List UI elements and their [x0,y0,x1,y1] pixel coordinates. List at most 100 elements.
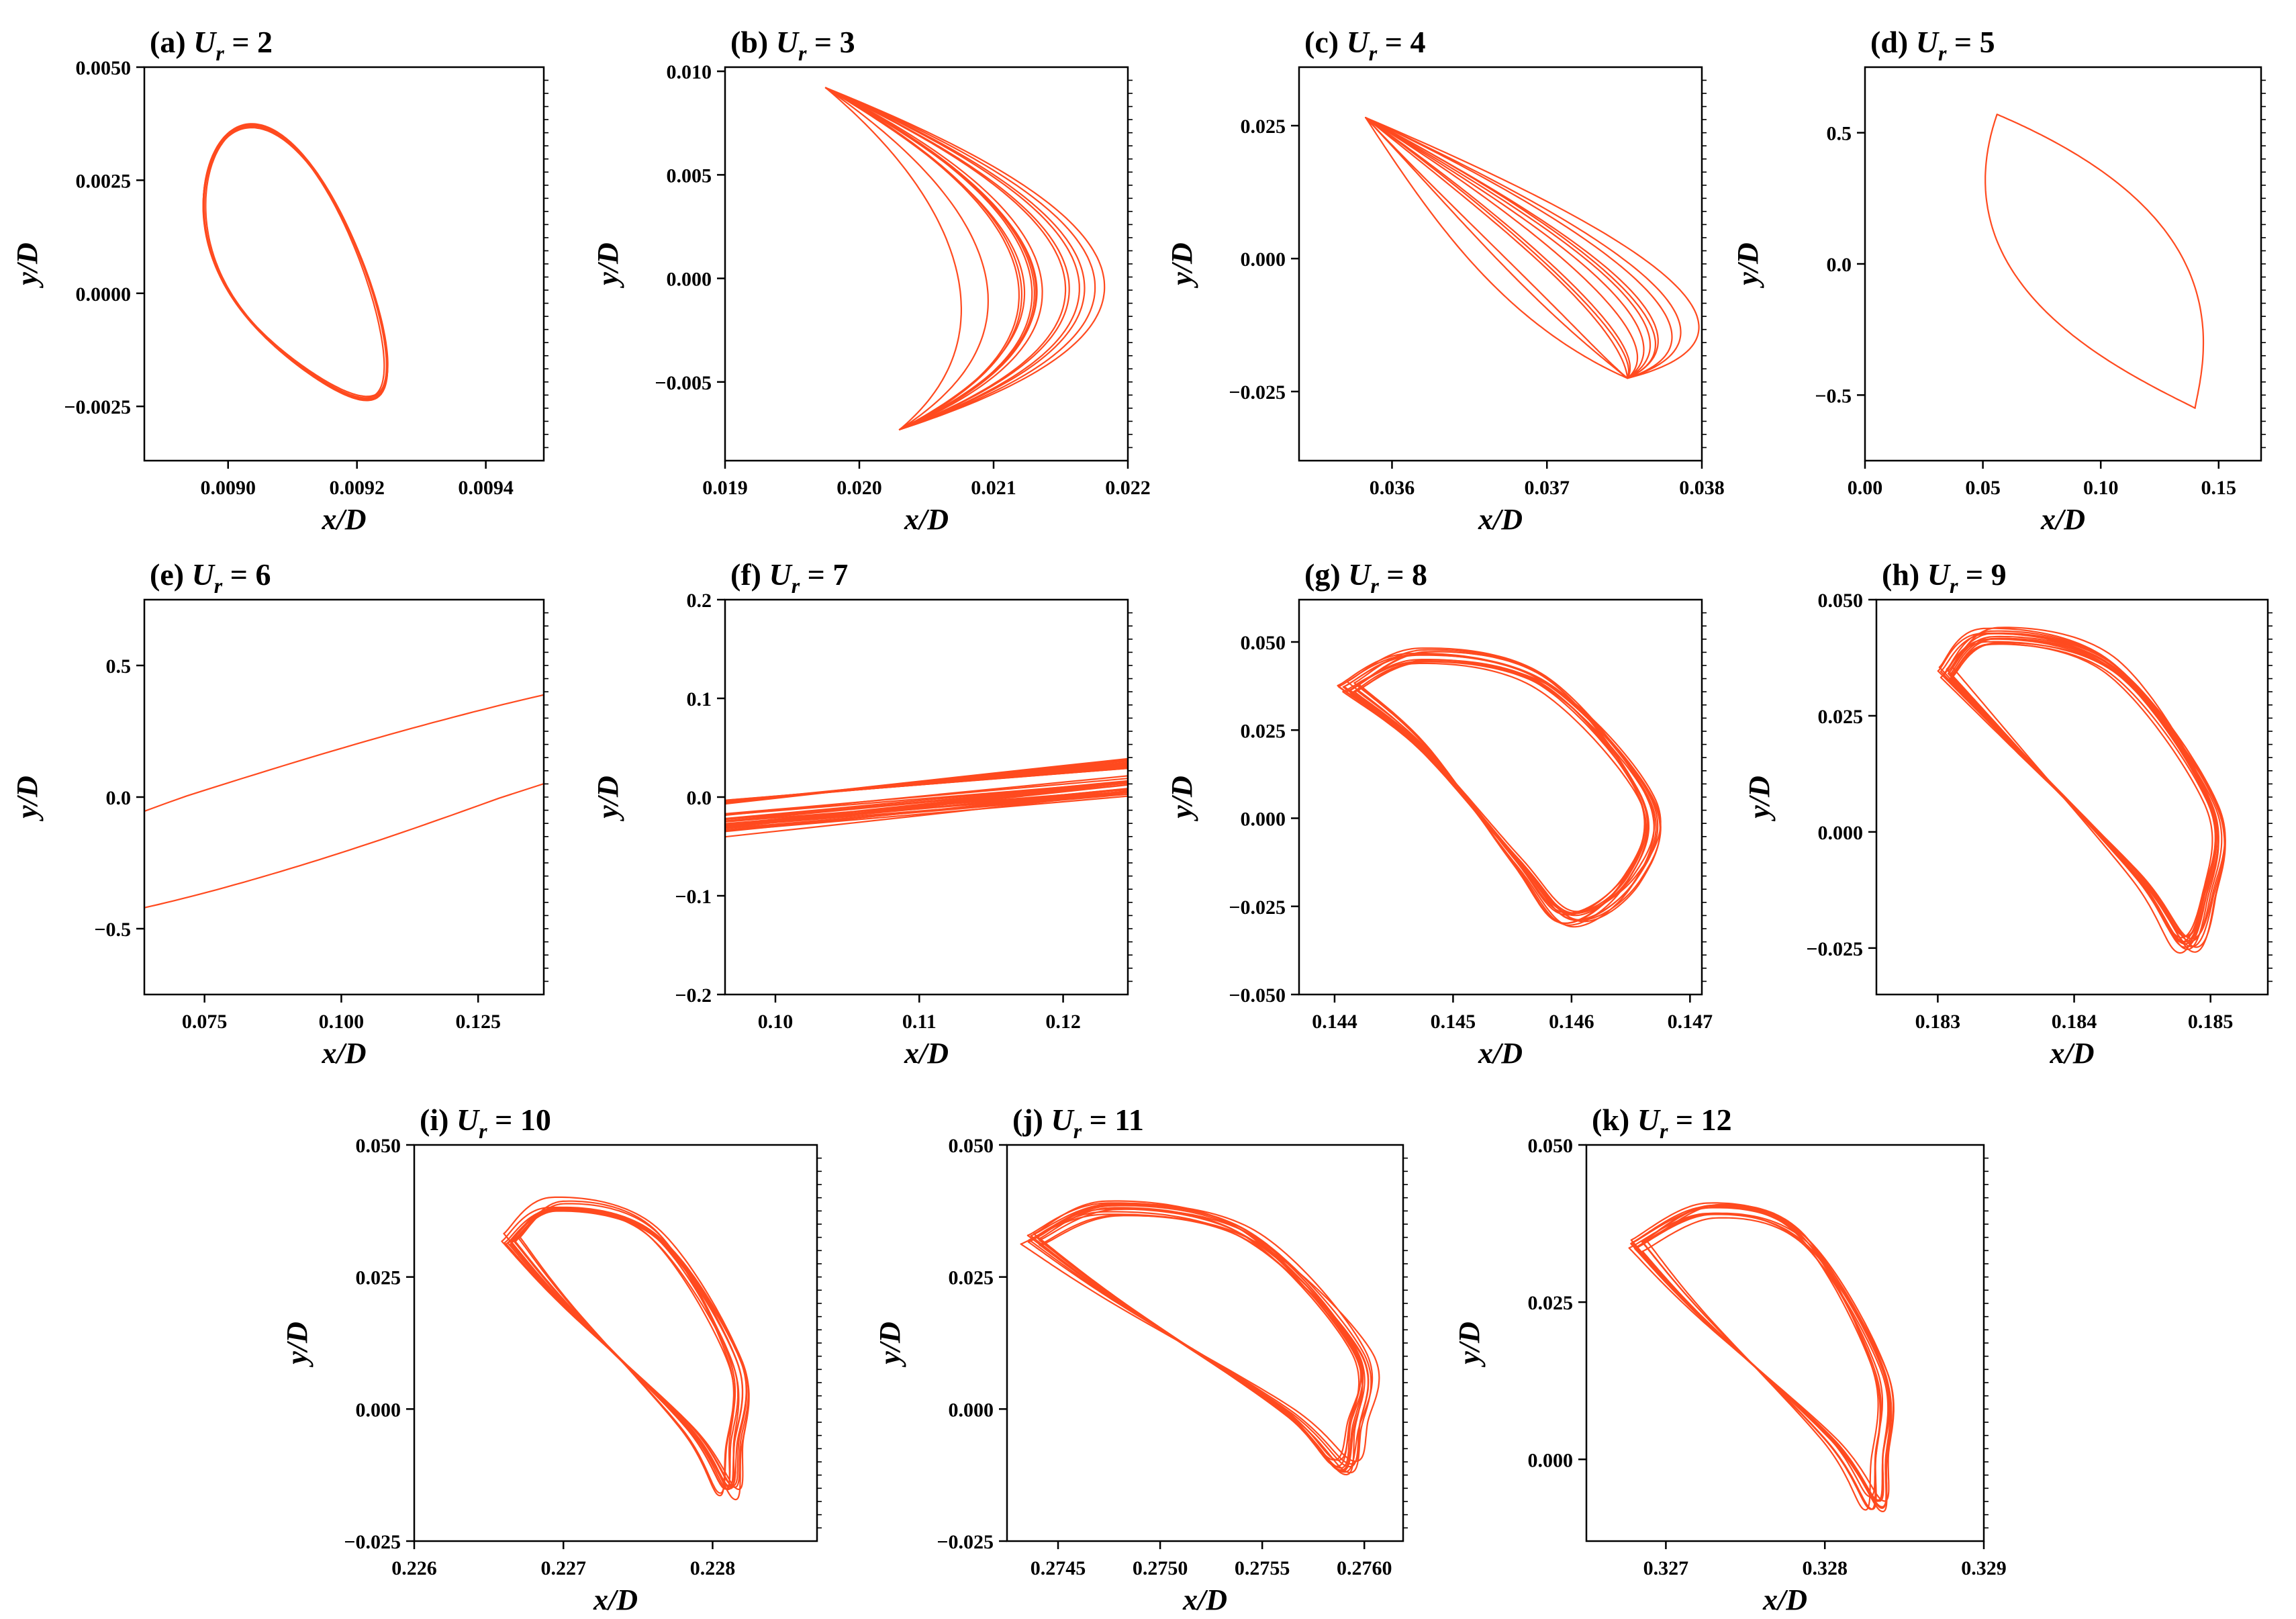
y-axis-label: y/D [591,776,624,822]
y-tick-label: −0.025 [1229,896,1286,919]
orbit-trace [1350,662,1647,913]
y-tick-label: 0.050 [1241,632,1286,654]
x-tick-label: 0.12 [1045,1011,1081,1033]
x-axis-label: x/D [2050,1037,2095,1070]
orbit-trace [203,126,387,399]
orbit-trace [1948,637,2217,943]
x-axis-label: x/D [1478,503,1523,536]
x-tick-label: 0.15 [2201,477,2237,499]
y-tick-label: 0.0000 [76,283,132,306]
y-axis-label: y/D [11,242,44,289]
orbit-trace [725,767,1128,827]
orbit-trace [1946,630,2219,950]
panel-f: 0.10 0.11 0.12 −0.2 −0.1 0.0 0.1 0.2 x/D y/D (f) U… [591,557,1133,1070]
y-tick-label: −0.025 [937,1531,994,1553]
panel-title: (f) Ur = 7 [730,557,848,598]
orbit-trace [1337,652,1661,923]
y-axis-label: y/D [281,1322,314,1368]
panel-h: 0.183 0.184 0.185 −0.025 0.000 0.025 0.050 x/D y… [1743,557,2273,1070]
y-tick-label: 0.000 [356,1399,401,1421]
y-tick-label: 0.000 [667,269,712,291]
y-axis-label: y/D [11,776,44,822]
panel-title: (b) Ur = 3 [730,25,855,65]
orbit-trace [1342,654,1659,921]
y-tick-label: 0.000 [1241,248,1286,271]
y-tick-label: −0.005 [655,372,712,394]
orbit-trace [507,1209,747,1488]
orbit-trace [1942,638,2223,942]
orbit-trace [1026,1202,1372,1474]
panel-k: 0.327 0.328 0.329 0.000 0.025 0.050 x/D y/D (k) … [1453,1103,2007,1616]
orbit-b [824,87,1106,430]
x-tick-label: 0.0094 [458,477,514,499]
x-tick-label: 0.2760 [1337,1557,1392,1579]
y-tick-label: 0.050 [356,1135,401,1157]
orbit-h [1937,627,2226,954]
y-tick-label: 0.025 [1528,1292,1574,1314]
orbit-trace [725,761,1128,822]
x-tick-label: 0.328 [1802,1557,1848,1579]
x-axis-label: x/D [904,1037,949,1070]
x-tick-label: 0.144 [1312,1011,1357,1033]
orbit-trace [1349,659,1649,917]
orbit-trace [725,764,1128,815]
plot-frame [1585,1144,1985,1542]
orbit-trace [1346,647,1655,928]
orbit-trace [518,1200,734,1497]
orbit-trace [1345,661,1656,914]
orbit-j [1020,1200,1380,1476]
orbit-trace [1365,117,1629,379]
panel-d: 0.00 0.05 0.10 0.15 −0.5 0.0 0.5 x/D y/D (d) Ur =… [1731,25,2266,536]
orbit-trace [1948,632,2219,948]
orbit-trace [1365,117,1629,379]
plot-frame [1864,66,2262,462]
orbit-i [501,1196,750,1501]
y-tick-label: 0.025 [1241,115,1286,138]
orbit-trace [725,762,1128,823]
y-tick-label: 0.0 [687,787,712,809]
y-axis-label: y/D [1453,1322,1486,1368]
orbit-trace [1641,1204,1882,1510]
orbit-k [1628,1202,1895,1512]
orbit-trace [1937,632,2226,948]
x-tick-label: 0.146 [1549,1011,1594,1033]
x-tick-label: 0.0090 [201,477,256,499]
orbit-trace [1628,1212,1895,1502]
y-tick-label: 0.050 [1528,1135,1574,1157]
orbit-trace [1940,641,2226,939]
x-tick-label: 0.019 [702,477,748,499]
orbit-trace [1365,117,1659,379]
panel-title: (a) Ur = 2 [150,25,273,65]
orbit-trace [824,87,1070,430]
orbit-trace [725,757,1128,827]
x-tick-label: 0.184 [2052,1011,2097,1033]
x-tick-label: 0.10 [2083,477,2119,499]
orbit-trace [1356,659,1646,916]
y-tick-label: 0.050 [1818,590,1864,612]
x-tick-label: 0.327 [1643,1557,1689,1579]
x-tick-label: 0.022 [1105,477,1151,499]
y-tick-label: 0.0025 [76,170,132,192]
x-axis-label: x/D [593,1583,638,1616]
plot-frame [413,1144,818,1542]
orbit-trace [1630,1207,1895,1508]
y-tick-label: 0.025 [949,1267,994,1289]
y-tick-label: 0.010 [667,61,712,83]
x-tick-label: 0.10 [758,1011,794,1033]
orbit-trace [1020,1213,1380,1463]
panel-a: 0.0090 0.0092 0.0094 −0.0025 0.0000 0.0025 0.0… [11,25,548,536]
plot-frame [143,66,545,462]
x-tick-label: 0.020 [836,477,882,499]
orbit-trace [1342,660,1662,915]
orbit-trace [1343,653,1657,921]
x-axis-label: x/D [322,503,367,536]
y-tick-label: 0.0 [1827,254,1852,276]
panel-e: 0.075 0.100 0.125 −0.5 0.0 0.5 x/D y/D (e) Ur = … [11,557,548,1070]
y-tick-label: 0.000 [1818,822,1864,844]
plot-frame [724,66,1129,462]
y-tick-label: 0.5 [1827,123,1852,145]
orbit-trace [203,124,388,400]
x-tick-label: 0.2745 [1031,1557,1086,1579]
orbit-trace [144,694,544,909]
